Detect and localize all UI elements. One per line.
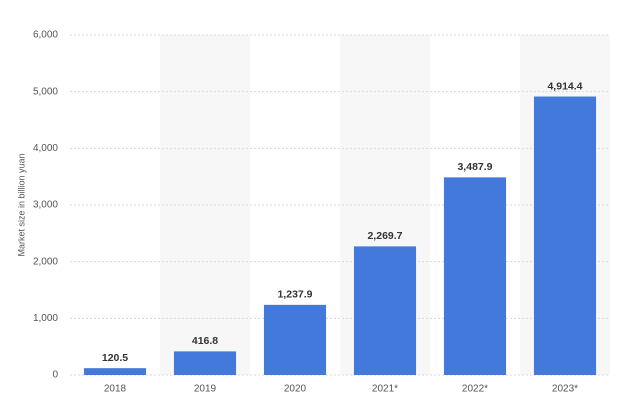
bar <box>443 177 507 375</box>
bar <box>263 304 327 375</box>
value-label: 416.8 <box>192 335 218 347</box>
y-tick-label: 1,000 <box>33 313 58 324</box>
y-tick-label: 0 <box>52 370 58 381</box>
bar <box>353 246 417 375</box>
y-tick-label: 2,000 <box>33 256 58 267</box>
x-tick-label: 2022* <box>462 384 488 395</box>
y-tick-label: 6,000 <box>33 30 58 41</box>
bar <box>173 351 237 375</box>
x-tick-label: 2021* <box>372 384 398 395</box>
y-axis-label: Market size in billion yuan <box>16 153 26 256</box>
value-label: 4,914.4 <box>547 80 582 92</box>
value-label: 1,237.9 <box>277 289 312 301</box>
y-tick-label: 3,000 <box>33 200 58 211</box>
x-tick-label: 2019 <box>194 384 217 395</box>
bar <box>533 96 597 375</box>
value-label: 2,269.7 <box>367 230 402 242</box>
x-tick-label: 2020 <box>284 384 307 395</box>
y-tick-label: 4,000 <box>33 143 58 154</box>
value-label: 120.5 <box>102 352 128 364</box>
y-tick-label: 5,000 <box>33 86 58 97</box>
column-band <box>160 35 250 375</box>
value-label: 3,487.9 <box>457 161 492 173</box>
x-tick-label: 2018 <box>104 384 127 395</box>
bar <box>83 368 147 375</box>
x-tick-label: 2023* <box>552 384 578 395</box>
